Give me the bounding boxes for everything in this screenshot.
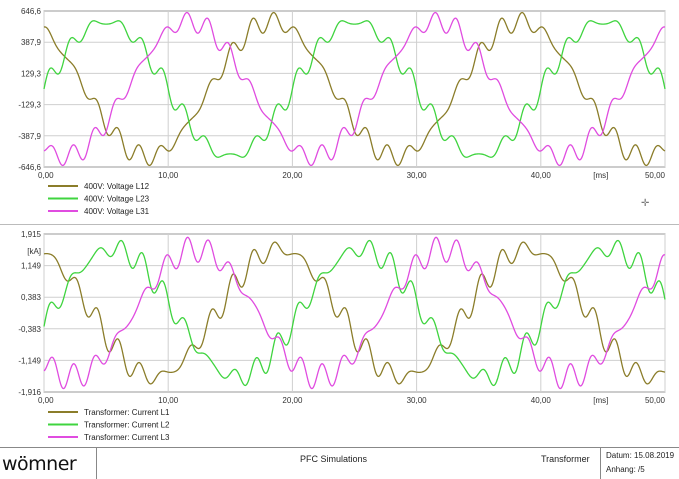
chart-divider — [0, 224, 679, 225]
x-tick-label: 20,00 — [282, 171, 303, 180]
x-tick-label: 0,00 — [38, 396, 54, 405]
footer-separator — [96, 448, 97, 479]
x-tick-label: 50,00 — [645, 396, 666, 405]
y-tick-label: 0,383 — [21, 293, 42, 302]
current-chart: 0,00 10,00 20,00 30,00 40,00 50,00 [ms] 1,915 1,… — [18, 230, 666, 442]
y-tick-label: 129,3 — [21, 69, 42, 78]
y-tick-label: -0,383 — [18, 325, 41, 334]
x-tick-label: 0,00 — [38, 171, 54, 180]
y-tick-label: -387,9 — [18, 132, 41, 141]
y-tick-label: -646,6 — [18, 163, 41, 172]
series-line — [43, 11, 666, 167]
y-tick-label: 1,915 — [21, 230, 42, 239]
document-subtitle: Transformer — [541, 454, 590, 464]
x-tick-label: 50,00 — [645, 171, 666, 180]
y-tick-label: -129,3 — [18, 101, 41, 110]
x-tick-label: 20,00 — [282, 396, 303, 405]
y-tick-label: -1,149 — [18, 356, 41, 365]
footer-bar: wömner PFC Simulations Transformer Datum… — [0, 447, 679, 479]
legend-label: 400V: Voltage L31 — [84, 207, 150, 216]
x-tick-label: 10,00 — [158, 171, 179, 180]
series-line — [43, 236, 666, 390]
voltage-chart: 0,00 10,00 20,00 30,00 40,00 50,00 [ms] 646,6 38… — [18, 7, 666, 216]
footer-separator — [600, 448, 601, 479]
x-tick-label: 40,00 — [531, 396, 552, 405]
legend-label: 400V: Voltage L23 — [84, 195, 150, 204]
plot-area — [43, 233, 666, 393]
legend-label: Transformer: Current L2 — [84, 421, 170, 430]
y-axis-label: [kA] — [27, 247, 41, 256]
x-tick-label: 30,00 — [407, 396, 428, 405]
legend-label: Transformer: Current L3 — [84, 433, 170, 442]
attachment-field: Anhang: /5 — [606, 465, 645, 474]
plot-area — [43, 10, 666, 168]
y-tick-label: -1,916 — [18, 388, 41, 397]
x-axis-label: [ms] — [593, 396, 608, 405]
charts-canvas: 0,00 10,00 20,00 30,00 40,00 50,00 [ms] 646,6 38… — [18, 7, 666, 442]
x-axis-label: [ms] — [593, 171, 608, 180]
company-logo: wömner — [2, 453, 77, 475]
legend-label: Transformer: Current L1 — [84, 408, 170, 417]
series-line — [43, 239, 666, 387]
legend-label: 400V: Voltage L12 — [84, 182, 150, 191]
y-tick-label: 387,9 — [21, 38, 42, 47]
crosshair-cursor-icon: ✛ — [641, 198, 650, 209]
date-field: Datum: 15.08.2019 — [606, 451, 675, 460]
x-tick-label: 40,00 — [531, 171, 552, 180]
x-tick-label: 10,00 — [158, 396, 179, 405]
x-tick-label: 30,00 — [407, 171, 428, 180]
y-tick-label: 646,6 — [21, 7, 42, 16]
series-line — [43, 241, 666, 385]
document-title: PFC Simulations — [300, 454, 368, 464]
y-tick-label: 1,149 — [21, 262, 42, 271]
